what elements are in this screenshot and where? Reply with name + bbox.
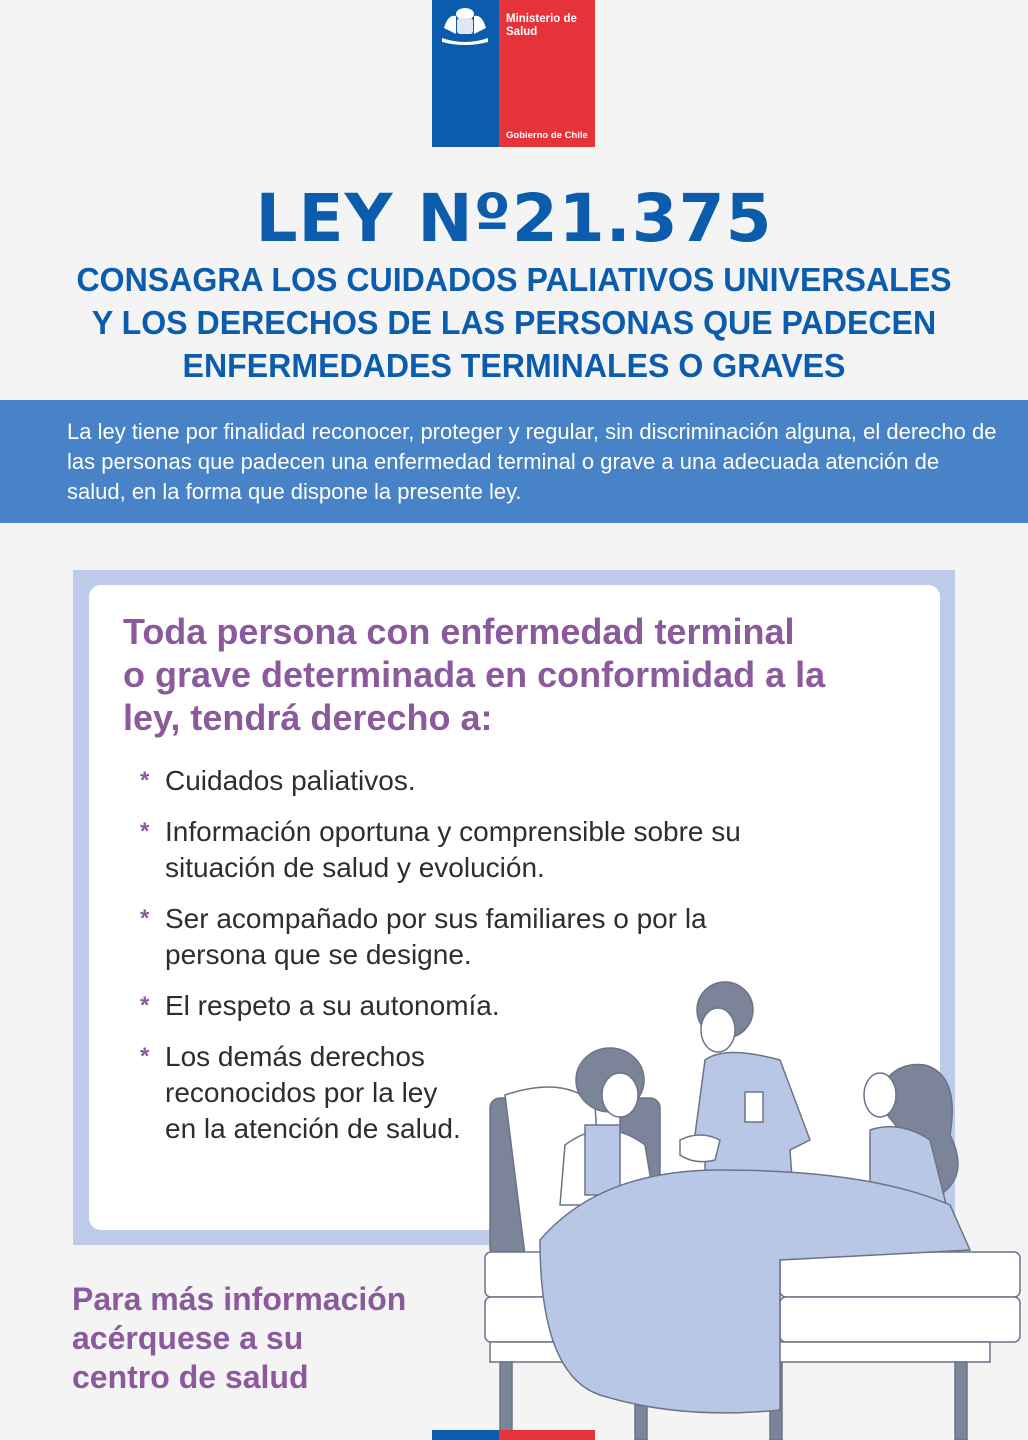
list-item-text: Cuidados paliativos. — [165, 765, 416, 796]
asterisk-bullet-icon: * — [140, 818, 150, 845]
list-item: * Ser acompañado por sus familiares o por… — [140, 901, 785, 973]
list-item-text: Ser acompañado por sus familiares o por … — [165, 903, 707, 970]
heading-line: ley, tendrá derecho a: — [123, 697, 493, 738]
intro-band: La ley tiene por finalidad reconocer, pr… — [0, 400, 1028, 523]
logo-line1: Ministerio de — [506, 13, 577, 25]
list-item: * Información oportuna y comprensible sob… — [140, 814, 815, 886]
footer-line: centro de salud — [72, 1359, 309, 1395]
list-item-text: El respeto a su autonomía. — [165, 990, 500, 1021]
list-item: * Los demás derechos reconocidos por la l… — [140, 1039, 465, 1147]
list-item: * Cuidados paliativos. — [140, 763, 820, 799]
list-item-text: Información oportuna y comprensible sobr… — [165, 816, 741, 883]
logo-line2: Salud — [506, 26, 538, 38]
subtitle-line: CONSAGRA LOS CUIDADOS PALIATIVOS UNIVERS… — [76, 261, 952, 298]
logo-blue-panel — [432, 0, 499, 147]
asterisk-bullet-icon: * — [140, 1043, 150, 1070]
ministerio-logo: Ministerio de Salud Gobierno de Chile — [432, 0, 595, 147]
subtitle: CONSAGRA LOS CUIDADOS PALIATIVOS UNIVERS… — [0, 258, 1028, 387]
rights-heading: Toda persona con enfermedad terminal o g… — [123, 610, 923, 739]
logo-footer: Gobierno de Chile — [506, 130, 588, 141]
list-item-text: Los demás derechos reconocidos por la le… — [165, 1041, 461, 1144]
asterisk-bullet-icon: * — [140, 992, 150, 1019]
list-item: * El respeto a su autonomía. — [140, 988, 820, 1024]
intro-text: La ley tiene por finalidad reconocer, pr… — [67, 419, 997, 504]
footer-info: Para más información acérquese a su cent… — [72, 1280, 406, 1397]
subtitle-line: ENFERMEDADES TERMINALES O GRAVES — [182, 347, 846, 384]
footer-line: acérquese a su — [72, 1320, 304, 1356]
footer-line: Para más información — [72, 1281, 407, 1317]
asterisk-bullet-icon: * — [140, 905, 150, 932]
patient-care-illustration — [484, 981, 1021, 1440]
asterisk-bullet-icon: * — [140, 767, 150, 794]
heading-line: o grave determinada en conformidad a la — [123, 654, 826, 695]
page-title: LEY Nº21.375 — [255, 180, 773, 257]
coat-of-arms-icon — [442, 8, 488, 45]
bottom-flag-bar — [432, 1430, 595, 1440]
heading-line: Toda persona con enfermedad terminal — [123, 611, 795, 652]
rights-list: * Cuidados paliativos. * Información oport… — [140, 763, 820, 1162]
subtitle-line: Y LOS DERECHOS DE LAS PERSONAS QUE PADEC… — [91, 304, 937, 341]
logo-red-panel: Ministerio de Salud Gobierno de Chile — [499, 0, 595, 147]
